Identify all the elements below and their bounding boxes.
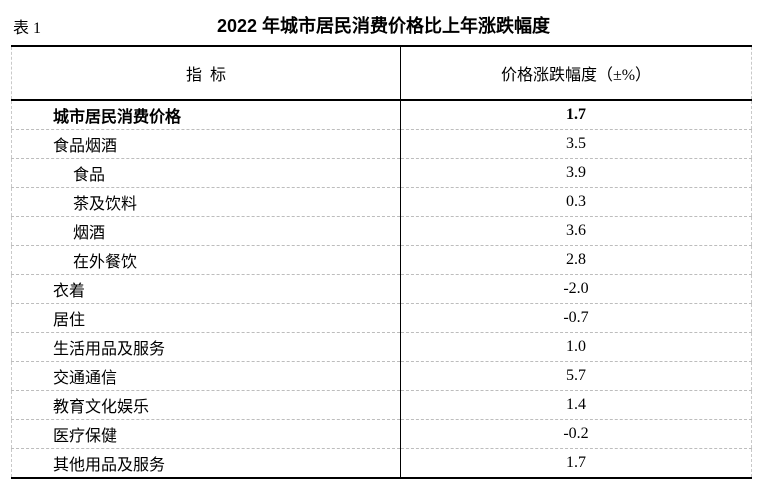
table-row: 食品 3.9	[11, 158, 752, 188]
table-row: 烟酒 3.6	[11, 216, 752, 246]
cpi-table: 指 标 价格涨跌幅度（±%） 城市居民消费价格 1.7 食品烟酒 3.5 食品 …	[11, 45, 752, 479]
indicator-cell: 在外餐饮	[11, 245, 401, 275]
table-row: 其他用品及服务 1.7	[11, 448, 752, 478]
indicator-cell: 其他用品及服务	[11, 448, 401, 478]
indicator-cell: 医疗保健	[11, 419, 401, 449]
indicator-cell: 茶及饮料	[11, 187, 401, 217]
table-row: 在外餐饮 2.8	[11, 245, 752, 275]
indicator-cell: 教育文化娱乐	[11, 390, 401, 420]
table-row: 医疗保健 -0.2	[11, 419, 752, 449]
value-column-header: 价格涨跌幅度（±%）	[400, 46, 752, 101]
value-cell: -2.0	[400, 274, 752, 304]
value-cell: 1.4	[400, 390, 752, 420]
value-cell: -0.2	[400, 419, 752, 449]
value-cell: 1.0	[400, 332, 752, 362]
value-cell: 2.8	[400, 245, 752, 275]
table-header-row: 指 标 价格涨跌幅度（±%）	[11, 46, 752, 101]
table-row: 茶及饮料 0.3	[11, 187, 752, 217]
indicator-cell: 食品烟酒	[11, 129, 401, 159]
value-cell: 3.5	[400, 129, 752, 159]
indicator-column-header: 指 标	[11, 46, 401, 101]
indicator-cell: 烟酒	[11, 216, 401, 246]
table-number-label: 表 1	[13, 20, 42, 37]
table-title: 2022 年城市居民消费价格比上年涨跌幅度	[216, 16, 551, 36]
value-cell: 1.7	[566, 454, 586, 471]
table-row: 城市居民消费价格 1.7	[11, 100, 752, 130]
value-cell: -0.7	[400, 303, 752, 333]
indicator-cell: 居住	[11, 303, 401, 333]
table-row: 教育文化娱乐 1.4	[11, 390, 752, 420]
value-cell: 5.7	[400, 361, 752, 391]
indicator-cell: 衣着	[11, 274, 401, 304]
table-row: 食品烟酒 3.5	[11, 129, 752, 159]
value-cell: 3.9	[400, 158, 752, 188]
table-row: 居住 -0.7	[11, 303, 752, 333]
table-row: 生活用品及服务 1.0	[11, 332, 752, 362]
table-row: 交通通信 5.7	[11, 361, 752, 391]
table-caption: 表 1 2022 年城市居民消费价格比上年涨跌幅度	[0, 10, 767, 38]
indicator-cell: 食品	[11, 158, 401, 188]
table-row: 衣着 -2.0	[11, 274, 752, 304]
indicator-cell: 城市居民消费价格	[11, 100, 401, 130]
value-cell: 1.7	[400, 100, 752, 130]
value-cell: 3.6	[400, 216, 752, 246]
indicator-cell: 交通通信	[11, 361, 401, 391]
indicator-cell: 生活用品及服务	[11, 332, 401, 362]
value-cell: 0.3	[400, 187, 752, 217]
